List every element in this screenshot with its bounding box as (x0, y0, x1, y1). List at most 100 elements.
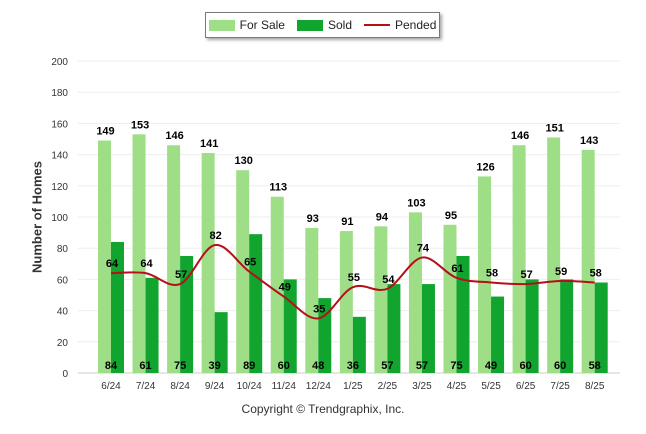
data-label-for-sale: 95 (445, 210, 457, 222)
y-tick-label: 180 (51, 88, 68, 99)
data-label-sold: 58 (589, 360, 601, 372)
data-label-for-sale: 151 (545, 122, 563, 134)
data-label-for-sale: 141 (200, 138, 218, 150)
data-label-for-sale: 146 (511, 130, 529, 142)
bar-for-sale (201, 153, 215, 373)
bar-for-sale (408, 212, 422, 373)
data-label-sold: 57 (381, 360, 393, 372)
legend-label-sold: Sold (327, 18, 352, 32)
data-label-sold: 57 (416, 360, 428, 372)
y-tick-label: 60 (57, 275, 69, 286)
copyright-footer: Copyright © Trendgraphix, Inc. (241, 402, 405, 416)
y-tick-label: 120 (51, 182, 68, 193)
data-label-pended: 82 (210, 230, 222, 242)
data-label-for-sale: 130 (235, 155, 253, 167)
data-label-pended: 59 (555, 266, 567, 278)
legend: For Sale Sold Pended (205, 12, 440, 38)
data-label-pended: 58 (590, 268, 602, 280)
y-tick-label: 140 (51, 151, 68, 162)
data-label-pended: 57 (175, 269, 187, 281)
data-label-sold: 39 (209, 360, 221, 372)
bar-sold (594, 282, 608, 373)
y-axis-title: Number of Homes (29, 161, 45, 273)
bar-sold (214, 312, 228, 373)
x-tick-label: 9/24 (205, 381, 225, 392)
data-label-for-sale: 103 (407, 197, 425, 209)
data-label-sold: 75 (174, 360, 186, 372)
x-tick-label: 1/25 (343, 381, 363, 392)
bar-for-sale (478, 176, 492, 373)
x-tick-label: 4/25 (447, 381, 467, 392)
x-tick-label: 2/25 (378, 381, 398, 392)
data-label-sold: 36 (347, 360, 359, 372)
legend-label-pended: Pended (395, 18, 437, 32)
legend-label-for-sale: For Sale (239, 18, 285, 32)
legend-swatch-for-sale (208, 19, 235, 31)
data-label-for-sale: 153 (131, 119, 149, 131)
x-tick-label: 11/24 (272, 381, 297, 392)
data-label-for-sale: 126 (476, 161, 494, 173)
bar-for-sale (98, 140, 111, 373)
legend-item-pended: Pended (364, 18, 436, 32)
data-label-sold: 60 (554, 360, 566, 372)
x-tick-label: 8/24 (170, 381, 190, 392)
data-label-for-sale: 149 (96, 126, 114, 138)
data-label-for-sale: 93 (307, 213, 319, 225)
y-tick-label: 20 (57, 338, 69, 349)
bar-sold (491, 296, 505, 373)
y-tick-label: 100 (51, 213, 68, 224)
y-tick-label: 160 (51, 119, 68, 130)
data-label-sold: 60 (278, 360, 290, 372)
x-tick-label: 8/25 (585, 381, 605, 392)
legend-swatch-pended (364, 24, 390, 26)
bar-for-sale (443, 224, 457, 373)
x-tick-label: 7/25 (550, 381, 570, 392)
y-tick-label: 40 (57, 307, 69, 318)
x-tick-label: 5/25 (481, 381, 501, 392)
data-label-pended: 35 (313, 303, 325, 315)
bar-for-sale (581, 149, 595, 373)
data-label-pended: 64 (106, 258, 119, 270)
data-label-pended: 74 (417, 243, 430, 255)
data-label-pended: 54 (382, 274, 395, 286)
bar-sold (525, 279, 539, 373)
bar-for-sale (547, 137, 561, 373)
legend-swatch-sold (296, 19, 323, 31)
bar-sold (180, 256, 194, 373)
data-label-sold: 49 (485, 360, 497, 372)
legend-item-sold: Sold (296, 18, 352, 32)
data-label-pended: 64 (140, 258, 153, 270)
data-label-for-sale: 143 (580, 135, 598, 147)
data-label-for-sale: 94 (376, 211, 389, 223)
data-label-sold: 89 (243, 360, 255, 372)
data-label-pended: 58 (486, 268, 498, 280)
bar-sold (560, 279, 574, 373)
bar-for-sale (167, 145, 181, 373)
y-tick-label: 80 (57, 244, 69, 255)
data-label-for-sale: 91 (341, 216, 353, 228)
x-tick-label: 6/25 (516, 381, 536, 392)
bar-sold (249, 234, 263, 373)
x-tick-label: 12/24 (306, 381, 331, 392)
bar-for-sale (512, 145, 526, 373)
bar-for-sale (374, 226, 388, 373)
x-tick-label: 3/25 (412, 381, 432, 392)
data-label-sold: 48 (312, 360, 324, 372)
data-label-pended: 65 (244, 257, 256, 269)
x-tick-label: 7/24 (136, 381, 156, 392)
x-tick-label: 10/24 (237, 381, 262, 392)
y-tick-label: 0 (62, 369, 68, 380)
y-tick-label: 200 (51, 57, 68, 68)
x-tick-label: 6/24 (101, 381, 121, 392)
data-label-sold: 60 (519, 360, 531, 372)
bar-for-sale (270, 196, 284, 373)
bar-sold (421, 284, 435, 373)
bar-sold (352, 316, 366, 373)
data-label-pended: 61 (451, 263, 463, 275)
data-label-pended: 57 (520, 269, 532, 281)
data-label-pended: 55 (348, 272, 360, 284)
bar-sold (456, 256, 470, 373)
data-label-for-sale: 113 (269, 182, 287, 194)
bar-for-sale (236, 170, 250, 373)
